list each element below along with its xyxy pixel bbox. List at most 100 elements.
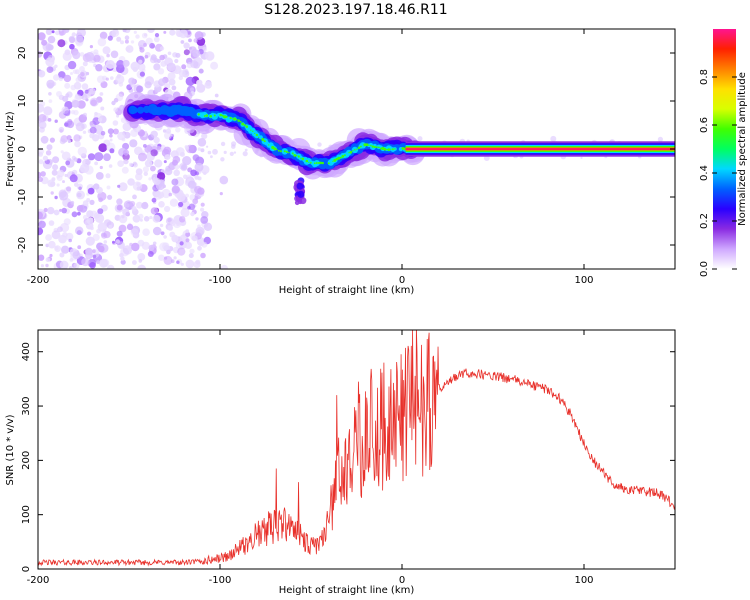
noise-blob	[206, 145, 209, 148]
noise-blob	[189, 248, 195, 254]
noise-blob	[64, 82, 71, 89]
noise-blob	[168, 78, 176, 86]
noise-blob	[48, 220, 55, 226]
noise-blob	[38, 121, 47, 129]
noise-blob	[202, 46, 207, 52]
noise-blob	[56, 183, 60, 187]
noise-blob	[176, 192, 186, 202]
noise-blob	[77, 146, 88, 157]
ridge-blob	[236, 118, 238, 121]
ridge-blob	[225, 115, 228, 118]
noise-blob	[231, 141, 237, 147]
noise-blob	[89, 45, 93, 49]
noise-blob	[150, 149, 158, 157]
noise-blob	[41, 39, 48, 46]
noise-blob	[153, 136, 160, 144]
x-tick-label: -100	[209, 575, 232, 586]
noise-blob	[116, 204, 123, 211]
ridge-blob	[403, 147, 407, 151]
noise-blob	[38, 211, 43, 220]
noise-blob	[97, 208, 104, 215]
noise-blob	[106, 53, 110, 58]
noise-blob	[62, 232, 68, 238]
y-tick-label: 0	[21, 566, 32, 572]
noise-blob	[136, 85, 144, 93]
heatmap-field	[38, 29, 675, 269]
noise-blob	[71, 211, 78, 218]
noise-blob	[49, 137, 56, 143]
ridge-blob	[368, 144, 370, 146]
noise-blob	[195, 226, 205, 236]
noise-blob	[144, 159, 153, 168]
noise-blob	[163, 160, 167, 164]
noise-blob	[107, 194, 113, 200]
noise-blob	[185, 238, 190, 243]
x-tick-label: -200	[27, 275, 50, 286]
noise-blob	[48, 99, 53, 103]
noise-blob	[102, 46, 111, 55]
noise-blob	[191, 235, 198, 242]
ridge-blob	[376, 146, 378, 149]
snr-frame	[37, 329, 676, 570]
noise-blob	[157, 191, 165, 199]
noise-blob	[38, 32, 46, 41]
ridge-blob	[344, 154, 346, 157]
noise-blob	[550, 135, 557, 142]
noise-blob	[105, 173, 111, 179]
noise-blob	[194, 175, 200, 180]
noise-blob	[109, 138, 113, 142]
noise-blob	[119, 252, 124, 258]
ridge-blob	[391, 148, 394, 151]
noise-blob	[73, 262, 80, 269]
noise-blob	[167, 225, 174, 231]
noise-blob	[47, 179, 56, 188]
ridge-blob	[337, 156, 341, 160]
noise-blob	[156, 58, 161, 64]
ridge-blob	[252, 130, 254, 132]
noise-blob	[181, 64, 187, 70]
noise-blob	[194, 31, 204, 40]
noise-blob	[189, 87, 195, 92]
noise-blob	[60, 150, 64, 154]
ridge-blob	[137, 106, 145, 114]
ridge-blob	[255, 133, 258, 137]
noise-blob	[196, 83, 206, 93]
noise-blob	[163, 255, 173, 265]
noise-blob	[159, 54, 165, 61]
ridge-blob	[223, 115, 227, 119]
noise-blob	[89, 199, 95, 205]
noise-blob	[124, 35, 130, 40]
noise-blob	[107, 128, 114, 135]
ridge-blob	[245, 125, 249, 128]
noise-blob	[113, 107, 118, 112]
noise-blob	[187, 206, 191, 210]
colorbar-tick-label: 0.0	[699, 261, 710, 277]
noise-blob	[192, 154, 200, 162]
noise-blob	[116, 36, 122, 42]
noise-blob	[54, 64, 58, 69]
noise-blob	[137, 264, 146, 269]
noise-blob	[100, 130, 106, 136]
noise-blob	[143, 216, 150, 222]
noise-blob	[130, 61, 140, 71]
noise-blob	[58, 126, 65, 133]
noise-blob	[117, 73, 121, 78]
ridge-blob	[348, 152, 350, 154]
noise-blob	[45, 263, 49, 268]
y-tick-label: 20	[17, 47, 28, 60]
ridge-blob	[233, 117, 237, 121]
noise-blob	[57, 226, 63, 233]
noise-blob	[190, 211, 195, 217]
noise-blob	[47, 35, 56, 44]
ridge-blob	[297, 155, 300, 158]
noise-blob	[207, 150, 212, 155]
noise-blob	[82, 61, 88, 67]
ridge-blob	[258, 136, 260, 138]
noise-blob	[74, 35, 84, 45]
noise-blob	[219, 175, 229, 185]
noise-blob	[82, 214, 88, 220]
noise-blob	[188, 38, 192, 43]
noise-blob	[122, 149, 129, 156]
noise-blob	[197, 147, 201, 151]
noise-blob	[156, 145, 161, 150]
